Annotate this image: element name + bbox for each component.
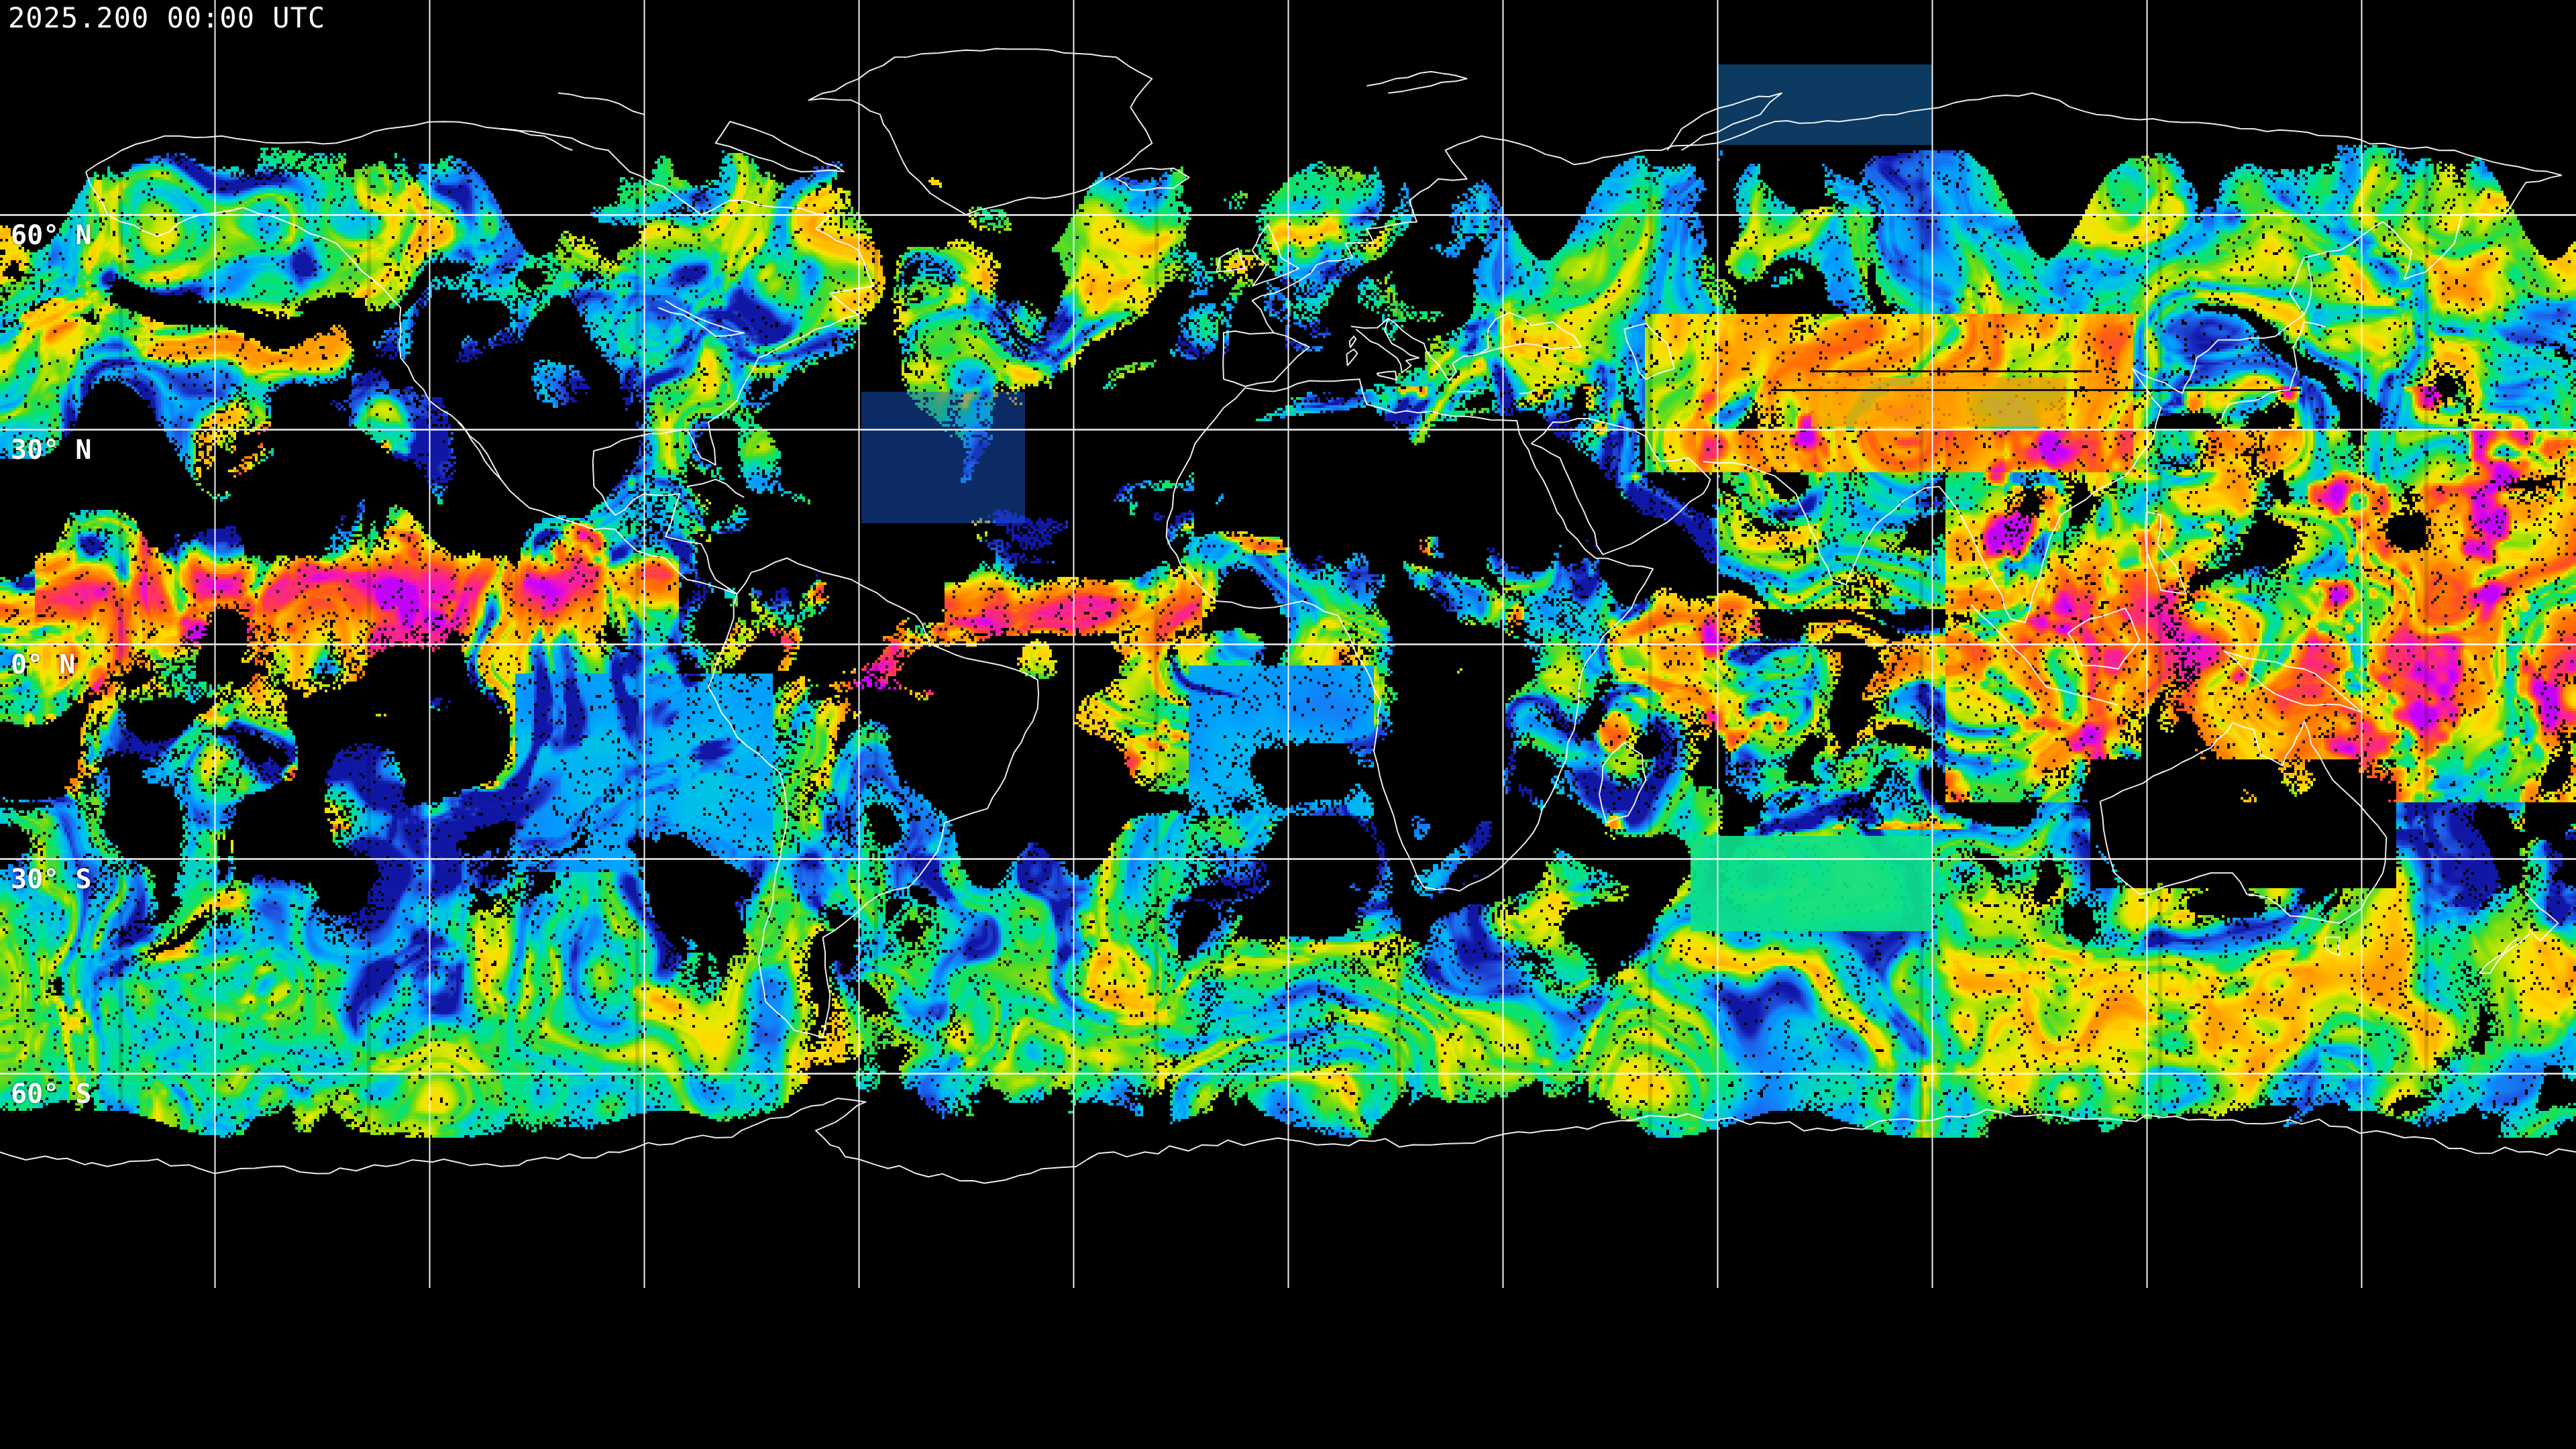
latitude-label: 30° N <box>11 435 92 466</box>
latitude-label: 30° S <box>11 864 92 895</box>
timestamp-label: 2025.200 00:00 UTC <box>8 1 326 34</box>
map-canvas <box>0 0 2576 1288</box>
colorbar-legend: 024681012141620 Cloud Top Height, kilome… <box>0 1288 2576 1449</box>
latitude-label: 60° S <box>11 1079 92 1110</box>
latitude-label: 60° N <box>11 220 92 251</box>
latitude-label: 0° N <box>11 649 76 680</box>
